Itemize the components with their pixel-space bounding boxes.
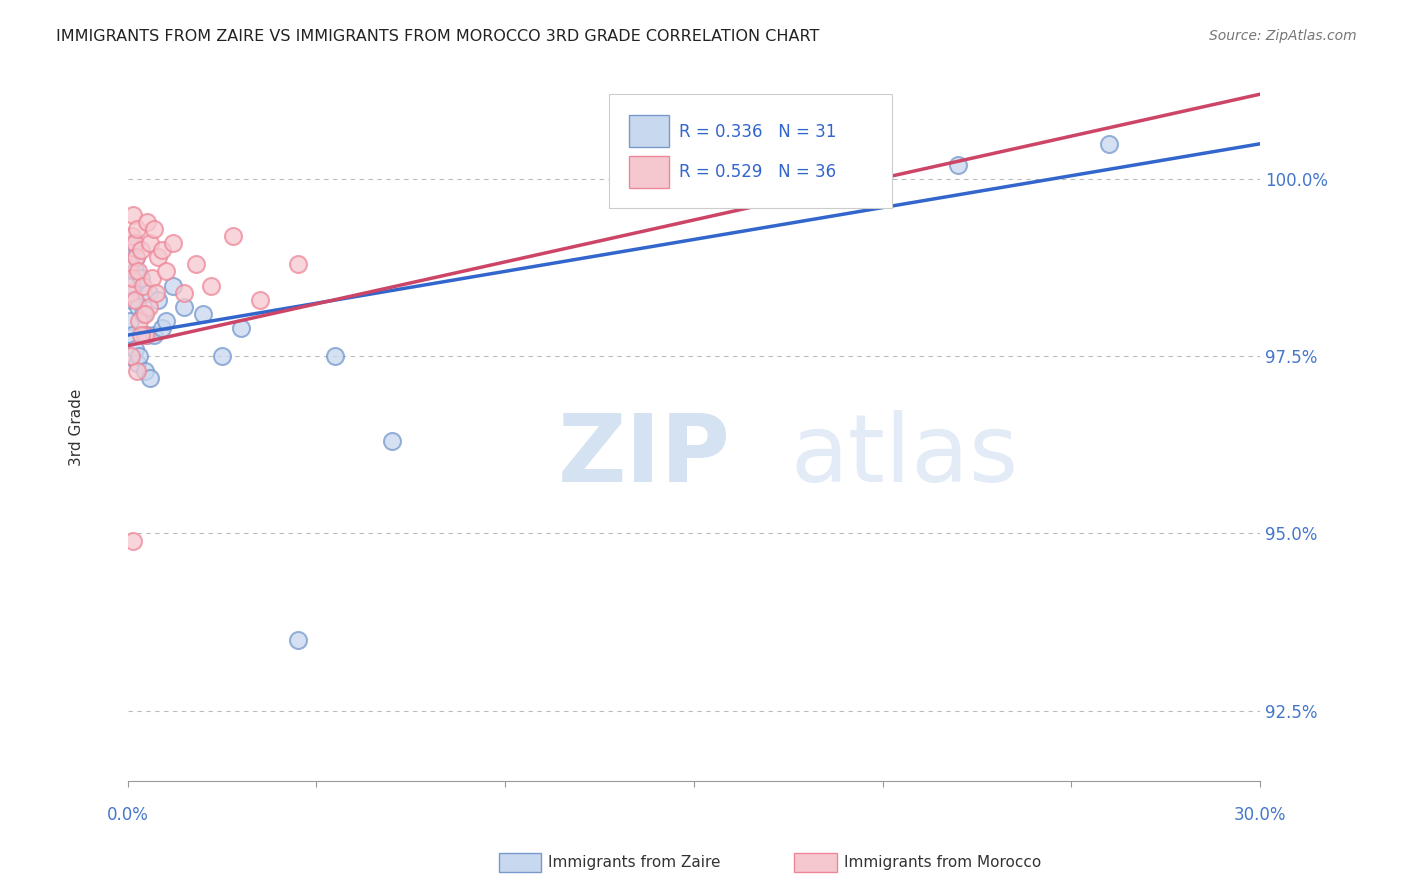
Point xyxy=(222,228,245,243)
Point xyxy=(120,350,142,364)
Point xyxy=(122,208,145,222)
Point xyxy=(139,370,162,384)
Point xyxy=(173,285,195,300)
Point xyxy=(145,285,167,300)
Point xyxy=(127,264,149,278)
Text: Source: ZipAtlas.com: Source: ZipAtlas.com xyxy=(1209,29,1357,43)
Point xyxy=(120,257,142,271)
Point xyxy=(200,278,222,293)
Point xyxy=(323,350,346,364)
FancyBboxPatch shape xyxy=(609,95,891,208)
Point xyxy=(134,363,156,377)
Text: 0.0%: 0.0% xyxy=(107,806,149,824)
Point xyxy=(118,285,141,300)
Point xyxy=(135,215,157,229)
Point xyxy=(184,257,207,271)
Point xyxy=(121,278,143,293)
Point xyxy=(287,257,309,271)
Point xyxy=(143,222,166,236)
Point xyxy=(118,314,141,328)
Text: IMMIGRANTS FROM ZAIRE VS IMMIGRANTS FROM MOROCCO 3RD GRADE CORRELATION CHART: IMMIGRANTS FROM ZAIRE VS IMMIGRANTS FROM… xyxy=(56,29,820,44)
Point xyxy=(1098,136,1121,151)
Point xyxy=(124,293,146,307)
Text: atlas: atlas xyxy=(790,409,1018,501)
Point xyxy=(143,328,166,343)
Point xyxy=(162,278,184,293)
Point xyxy=(124,264,146,278)
Point xyxy=(127,356,149,370)
Text: Immigrants from Morocco: Immigrants from Morocco xyxy=(844,855,1040,870)
Point xyxy=(229,321,252,335)
Point xyxy=(287,632,309,647)
Text: R = 0.529   N = 36: R = 0.529 N = 36 xyxy=(679,163,837,181)
Point xyxy=(120,293,142,307)
Text: R = 0.336   N = 31: R = 0.336 N = 31 xyxy=(679,123,837,141)
Point xyxy=(141,271,163,285)
Text: ZIP: ZIP xyxy=(558,409,731,501)
Point xyxy=(127,363,149,377)
Point xyxy=(193,307,215,321)
Point xyxy=(132,278,155,293)
Bar xyxy=(630,115,669,147)
Point xyxy=(138,300,160,314)
Point xyxy=(121,328,143,343)
Point xyxy=(249,293,271,307)
Point xyxy=(155,314,177,328)
Point xyxy=(124,343,146,357)
Point xyxy=(128,314,150,328)
Point xyxy=(132,307,155,321)
Point xyxy=(946,158,969,172)
Point xyxy=(155,264,177,278)
Point xyxy=(125,250,148,264)
Text: Immigrants from Zaire: Immigrants from Zaire xyxy=(548,855,721,870)
Point xyxy=(778,158,800,172)
Point xyxy=(150,243,173,257)
Point xyxy=(134,328,156,343)
Point xyxy=(150,321,173,335)
Point xyxy=(129,271,152,285)
Bar xyxy=(630,156,669,187)
Point xyxy=(127,222,149,236)
Point xyxy=(129,328,152,343)
Point xyxy=(146,250,169,264)
Point xyxy=(135,328,157,343)
Point xyxy=(138,285,160,300)
Point xyxy=(129,243,152,257)
Point xyxy=(211,350,233,364)
Point xyxy=(121,228,143,243)
Point xyxy=(127,300,149,314)
Text: 3rd Grade: 3rd Grade xyxy=(69,389,84,466)
Text: 30.0%: 30.0% xyxy=(1233,806,1286,824)
Point xyxy=(122,235,145,250)
Point xyxy=(122,533,145,548)
Point xyxy=(146,293,169,307)
Point xyxy=(173,300,195,314)
Point xyxy=(381,434,404,449)
Point xyxy=(121,271,143,285)
Point xyxy=(125,250,148,264)
Point xyxy=(134,307,156,321)
Point xyxy=(139,235,162,250)
Point xyxy=(162,235,184,250)
Point xyxy=(124,235,146,250)
Point xyxy=(128,350,150,364)
